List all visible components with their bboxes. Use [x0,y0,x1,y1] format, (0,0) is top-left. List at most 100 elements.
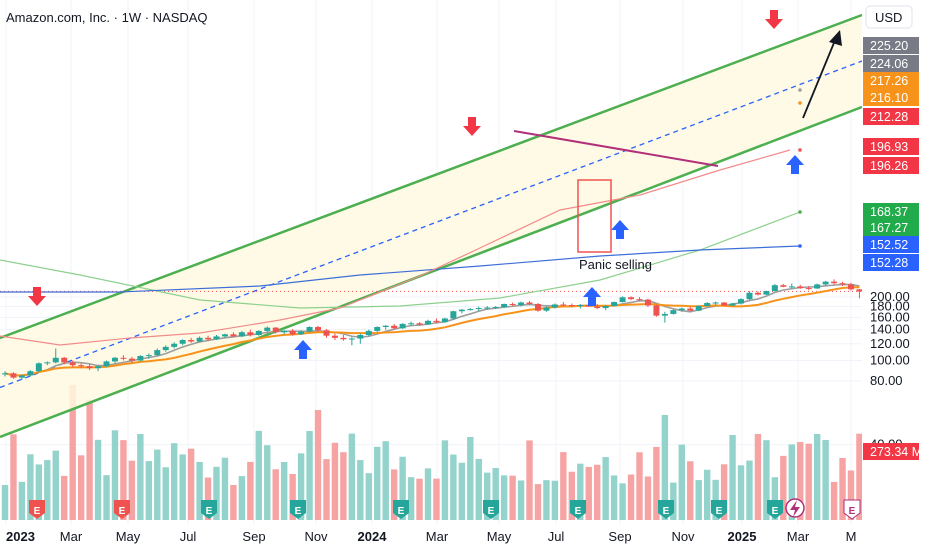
candle-body[interactable] [577,304,584,307]
candle-body[interactable] [467,309,474,311]
candle-body[interactable] [568,304,575,307]
price-badge[interactable]: 216.10 [863,89,919,106]
candle-body[interactable] [754,292,761,295]
future-event-icon[interactable] [785,498,805,518]
candle-body[interactable] [661,313,668,316]
candle-body[interactable] [534,303,541,311]
candle-body[interactable] [289,330,296,335]
candle-body[interactable] [357,334,364,339]
candle-body[interactable] [103,361,110,367]
candle-body[interactable] [484,307,491,309]
buy-arrow-icon[interactable] [583,287,601,306]
candle-body[interactable] [120,357,127,359]
candle-body[interactable] [111,357,118,362]
candle-body[interactable] [704,303,711,307]
candle-body[interactable] [331,335,338,338]
candle-body[interactable] [247,332,254,335]
earnings-event-icon[interactable]: E [658,500,674,519]
candle-body[interactable] [230,334,237,337]
candle-body[interactable] [205,337,212,340]
candle-body[interactable] [729,303,736,306]
candle-body[interactable] [171,343,178,347]
currency-label[interactable]: USD [875,10,902,25]
price-badge[interactable]: 212.28 [863,108,919,125]
candle-body[interactable] [348,338,355,340]
candle-body[interactable] [856,289,863,292]
price-badge[interactable]: 152.28 [863,254,919,271]
earnings-event-icon[interactable]: E [290,500,306,519]
candle-body[interactable] [78,365,85,367]
candle-body[interactable] [95,366,102,369]
candle-body[interactable] [526,302,533,304]
currency-button[interactable]: USD [865,5,913,29]
candle-body[interactable] [771,285,778,292]
candle-body[interactable] [628,297,635,300]
time-axis[interactable]: 2023 Mar May Jul Sep Nov 2024 Mar May Jul Sep Nov 20… [0,525,932,550]
channel-lower-line[interactable] [0,105,863,439]
candle-body[interactable] [450,311,457,319]
annotations[interactable]: Panic selling [28,10,842,359]
candle-body[interactable] [644,299,651,306]
candle-body[interactable] [18,375,25,378]
candle-body[interactable] [425,320,431,325]
candle-body[interactable] [86,366,93,369]
candle-body[interactable] [805,288,812,290]
candle-body[interactable] [509,303,516,305]
candle-body[interactable] [678,308,685,311]
earnings-event-icon[interactable]: E [201,500,217,519]
price-badge[interactable]: 224.06 [863,55,919,72]
price-badge[interactable]: 168.37 [863,203,919,220]
candle-body[interactable] [27,371,34,376]
candle-body[interactable] [221,334,228,337]
candle-body[interactable] [382,325,389,328]
candle-body[interactable] [831,281,838,284]
buy-arrow-icon[interactable] [611,220,629,239]
earnings-event-icon[interactable]: E [483,500,499,519]
price-badge[interactable]: 273.34 M [863,443,922,460]
candle-body[interactable] [340,337,347,340]
price-badge[interactable]: 152.52 [863,236,919,253]
candle-body[interactable] [238,332,245,337]
sell-arrow-icon[interactable] [28,287,46,306]
candle-body[interactable] [492,307,499,309]
price-candles[interactable] [2,279,863,380]
candle-body[interactable] [433,320,440,323]
candle-body[interactable] [822,281,829,285]
panic-box[interactable] [577,179,612,253]
resistance-line[interactable] [513,130,719,167]
buy-arrow-icon[interactable] [786,155,804,174]
candle-body[interactable] [543,307,550,311]
candle-body[interactable] [763,291,770,295]
candle-body[interactable] [213,336,220,340]
candle-body[interactable] [712,302,719,304]
candle-body[interactable] [196,337,203,342]
candle-body[interactable] [848,284,854,290]
candle-body[interactable] [391,325,398,329]
price-badge[interactable]: 167.27 [863,219,919,236]
candle-body[interactable] [475,308,482,310]
candle-body[interactable] [255,330,262,335]
candle-body[interactable] [323,330,330,336]
candle-body[interactable] [52,357,59,363]
candle-body[interactable] [788,286,795,288]
candle-body[interactable] [416,323,423,325]
channel-mid-line[interactable] [0,60,863,389]
candle-body[interactable] [780,285,787,287]
candle-body[interactable] [281,330,288,333]
candle-body[interactable] [399,323,406,329]
candle-body[interactable] [264,327,271,331]
candle-body[interactable] [162,346,169,351]
candle-body[interactable] [179,340,186,344]
candle-body[interactable] [501,303,508,308]
price-badge[interactable]: 217.26 [863,72,919,89]
candle-body[interactable] [560,304,567,306]
earnings-event-icon[interactable]: E [711,500,727,519]
candle-body[interactable] [721,302,728,306]
candle-body[interactable] [137,356,144,361]
candle-body[interactable] [518,302,525,305]
candle-body[interactable] [35,363,42,372]
candle-body[interactable] [61,357,68,363]
